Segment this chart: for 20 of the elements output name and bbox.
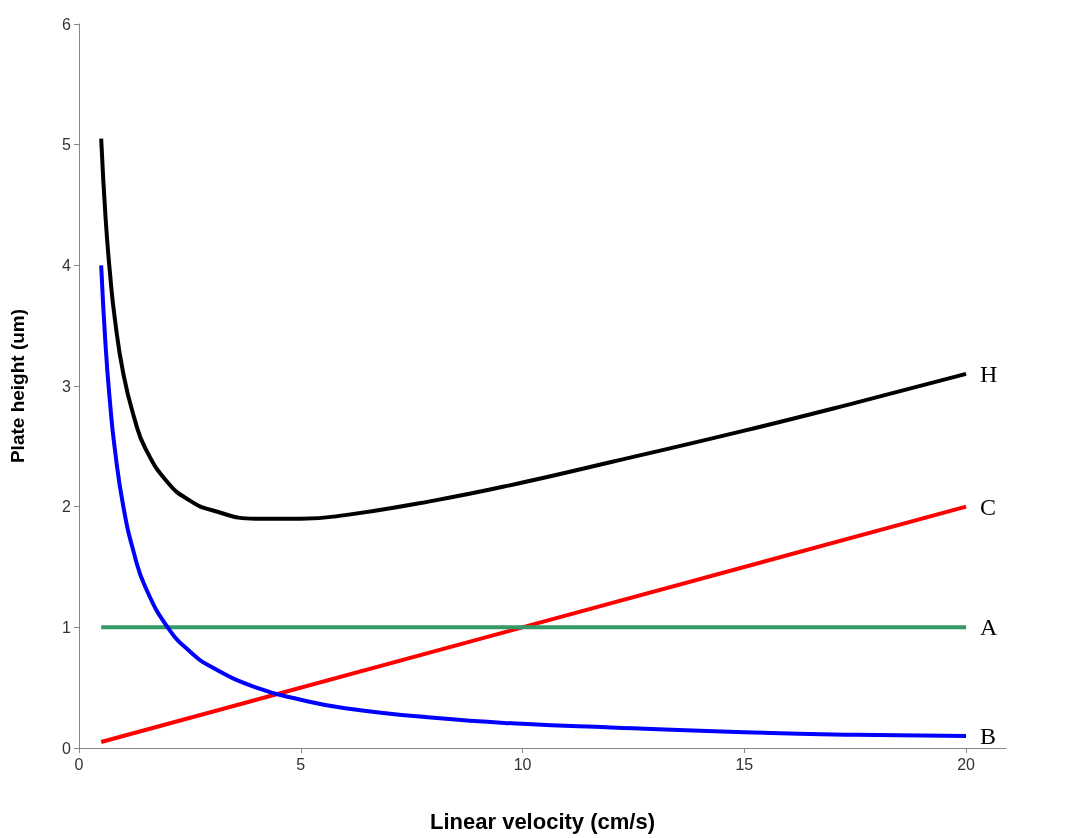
y-tick-label: 4 [62,256,72,274]
y-tick-label: 3 [62,377,72,395]
series-label: H [980,360,998,387]
series-label: B [980,722,997,749]
y-tick-label: 5 [62,136,72,154]
x-axis-title: Linear velocity (cm/s) [430,808,655,834]
x-tick-label: 0 [74,755,84,773]
line-series [99,136,969,521]
y-tick-label: 2 [62,498,72,516]
x-tick-label: 15 [735,755,754,773]
y-axis-title: Plate height (um) [7,308,28,464]
series-label: C [980,493,997,520]
y-tick-label: 6 [62,15,72,33]
line-series [99,263,969,738]
y-tick-label: 0 [62,739,72,757]
x-tick-label: 20 [957,755,976,773]
series-label: A [980,614,999,641]
x-tick-label: 10 [513,755,532,773]
x-tick-label: 5 [296,755,306,773]
y-tick-label: 1 [62,618,72,636]
